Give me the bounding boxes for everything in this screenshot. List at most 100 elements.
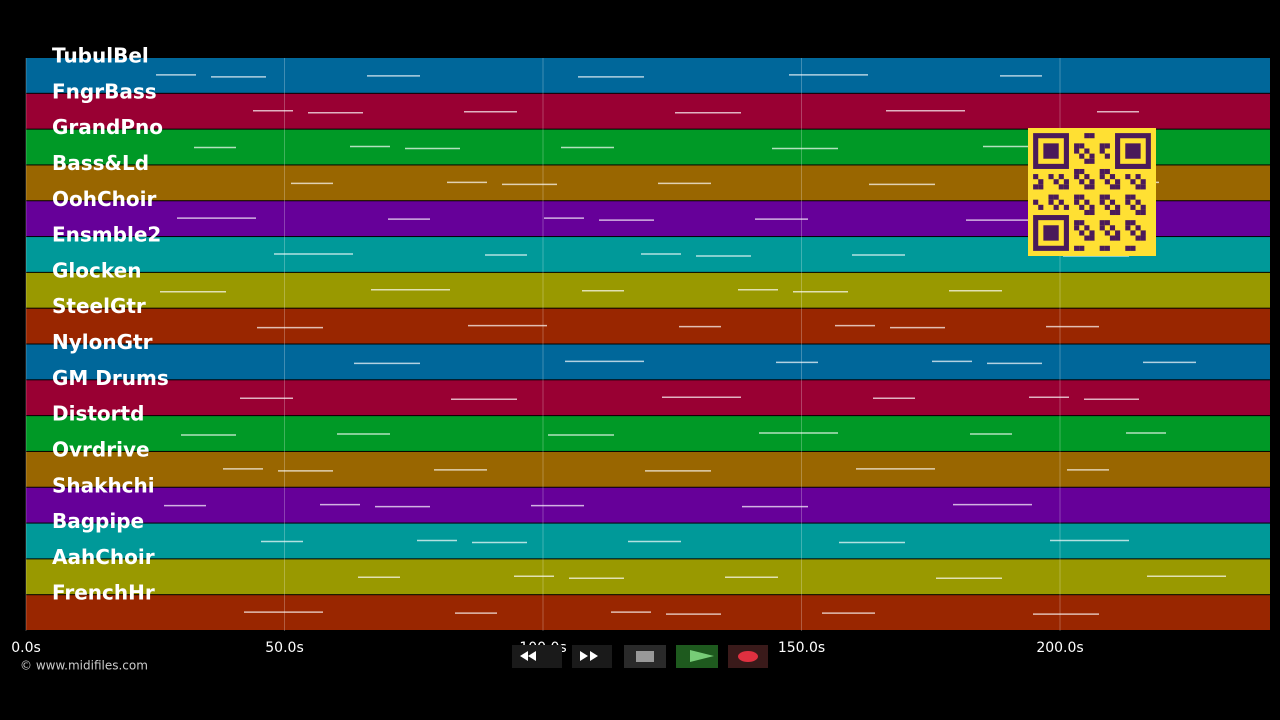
track-label: Distortd bbox=[52, 402, 144, 426]
qr-module bbox=[1104, 194, 1110, 200]
qr-module bbox=[1089, 179, 1095, 185]
track-band bbox=[26, 487, 1270, 523]
qr-module bbox=[1140, 204, 1146, 210]
qr-module bbox=[1084, 148, 1090, 154]
track-label: TubulBel bbox=[52, 44, 149, 68]
qr-module bbox=[1115, 184, 1121, 190]
qr-module bbox=[1130, 179, 1136, 185]
qr-module bbox=[1079, 153, 1085, 159]
qr-module bbox=[1099, 245, 1105, 251]
qr-module bbox=[1135, 174, 1141, 180]
qr-module bbox=[1135, 184, 1141, 190]
qr-module bbox=[1125, 199, 1131, 205]
stop-icon bbox=[636, 651, 654, 662]
track-band bbox=[26, 58, 1270, 93]
qr-module bbox=[1074, 194, 1080, 200]
track-label: SteelGtr bbox=[52, 294, 146, 318]
track-label: FngrBass bbox=[52, 79, 157, 103]
qr-module bbox=[1135, 199, 1141, 205]
qr-module bbox=[1140, 230, 1146, 236]
qr-module bbox=[1089, 184, 1095, 190]
time-tick-label: 0.0s bbox=[11, 640, 41, 656]
qr-module bbox=[1099, 148, 1105, 154]
qr-module bbox=[1084, 184, 1090, 190]
qr-finder-core bbox=[1125, 143, 1141, 159]
qr-module bbox=[1048, 174, 1054, 180]
qr-module bbox=[1115, 179, 1121, 185]
qr-module bbox=[1140, 184, 1146, 190]
play-icon bbox=[690, 650, 714, 662]
qr-module bbox=[1115, 235, 1121, 241]
time-tick-label: 50.0s bbox=[265, 640, 303, 656]
qr-module bbox=[1084, 225, 1090, 231]
footer: © www.midifiles.com bbox=[20, 659, 148, 673]
qr-module bbox=[1089, 153, 1095, 159]
qr-module bbox=[1074, 199, 1080, 205]
qr-module bbox=[1140, 209, 1146, 216]
qr-module bbox=[1109, 209, 1116, 216]
qr-finder bbox=[1033, 215, 1069, 251]
qr-module bbox=[1058, 174, 1064, 180]
track-band bbox=[26, 344, 1270, 380]
qr-module bbox=[1099, 174, 1105, 180]
qr-module bbox=[1048, 194, 1054, 200]
qr-module bbox=[1125, 194, 1131, 200]
qr-finder bbox=[1033, 133, 1069, 169]
qr-module bbox=[1130, 204, 1136, 210]
qr-module bbox=[1115, 209, 1121, 216]
qr-finder-core bbox=[1043, 225, 1059, 241]
qr-module bbox=[1140, 235, 1146, 241]
qr-module bbox=[1089, 235, 1095, 241]
qr-module bbox=[1135, 209, 1141, 216]
qr-module bbox=[1074, 168, 1080, 175]
qr-module bbox=[1104, 220, 1110, 226]
track-label: OohChoir bbox=[52, 187, 156, 211]
qr-module bbox=[1084, 209, 1090, 216]
qr-module bbox=[1109, 235, 1116, 241]
rewind-button[interactable] bbox=[512, 645, 562, 668]
qr-module bbox=[1074, 143, 1080, 149]
qr-module bbox=[1033, 199, 1039, 205]
track-label: NylonGtr bbox=[52, 330, 153, 354]
track-label: GrandPno bbox=[52, 115, 163, 139]
record-icon bbox=[738, 651, 758, 662]
qr-module bbox=[1104, 230, 1110, 236]
qr-module bbox=[1079, 204, 1085, 210]
qr-module bbox=[1099, 143, 1105, 149]
qr-module bbox=[1038, 204, 1044, 210]
qr-module bbox=[1074, 225, 1080, 231]
qr-module bbox=[1109, 174, 1116, 180]
qr-module bbox=[1079, 168, 1085, 175]
qr-module bbox=[1079, 230, 1085, 236]
qr-module bbox=[1033, 184, 1039, 190]
qr-module bbox=[1125, 220, 1131, 226]
qr-module bbox=[1058, 199, 1064, 205]
qr-module bbox=[1104, 204, 1110, 210]
qr-module bbox=[1084, 174, 1090, 180]
qr-module bbox=[1115, 230, 1121, 236]
qr-module bbox=[1033, 174, 1039, 180]
qr-module bbox=[1109, 184, 1116, 190]
qr-module bbox=[1063, 184, 1069, 190]
qr-module bbox=[1079, 245, 1085, 251]
qr-module bbox=[1038, 184, 1044, 190]
qr-module bbox=[1048, 199, 1054, 205]
qr-module bbox=[1099, 225, 1105, 231]
track-label: FrenchHr bbox=[52, 581, 155, 605]
qr-finder bbox=[1115, 133, 1151, 169]
qr-module bbox=[1089, 209, 1095, 216]
qr-module bbox=[1125, 225, 1131, 231]
track-label: Ovrdrive bbox=[52, 437, 150, 461]
qr-module bbox=[1135, 225, 1141, 231]
track-label: Shakhchi bbox=[52, 473, 155, 497]
rewind-icon bbox=[520, 651, 536, 661]
qr-module bbox=[1135, 235, 1141, 241]
qr-module bbox=[1109, 225, 1116, 231]
qr-module bbox=[1115, 204, 1121, 210]
qr-code bbox=[1028, 128, 1156, 256]
qr-module bbox=[1125, 245, 1131, 251]
qr-module bbox=[1130, 245, 1136, 251]
qr-module bbox=[1140, 179, 1146, 185]
